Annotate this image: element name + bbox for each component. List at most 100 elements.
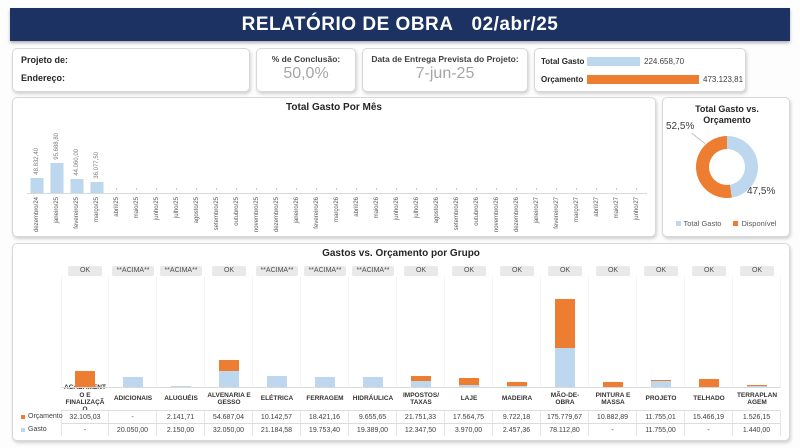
orcamento-value-cell: 54.687,04 — [205, 410, 253, 423]
stacked-bar-restante-segment — [458, 378, 479, 385]
monthly-chart-title: Total Gasto Por Mês — [286, 102, 382, 113]
monthly-axis: dezembro/24 janeiro/25 fevereiro/25 março/2… — [27, 195, 647, 237]
status-badge-row: **ACIMA** — [157, 264, 205, 277]
month-value-label: - — [594, 188, 600, 190]
stacked-bar — [458, 378, 479, 387]
status-badge: OK — [548, 265, 582, 276]
group-column: OK TELHADO 15.466,19- — [685, 264, 733, 436]
status-badge-row: OK — [637, 264, 685, 277]
donut-chart-card: Total Gasto vs. Orçamento 52,5% 47,5% To… — [662, 97, 790, 237]
month-bar — [50, 163, 64, 193]
month-axis-label: junho/25 — [153, 197, 160, 221]
group-name-label: PROJETO — [645, 395, 677, 403]
month-value-label: - — [574, 188, 580, 190]
month-value-label: 95.688,80 — [54, 133, 60, 160]
month-axis-label: maio/27 — [614, 197, 620, 219]
orcamento-row-label: Orçamento — [28, 413, 63, 420]
orcamento-value-cell: 10.142,57 — [253, 410, 301, 423]
gasto-value-cell: - — [61, 423, 109, 436]
gasto-value-cell: 19.753,40 — [301, 423, 349, 436]
month-value-label: - — [114, 188, 120, 190]
month-axis-label: abril/25 — [114, 197, 120, 217]
month-value-label: 48.832,40 — [34, 148, 40, 175]
group-name-label: TELHADO — [693, 395, 725, 403]
status-badge: OK — [692, 265, 726, 276]
month-value-label: - — [394, 188, 400, 190]
status-badge: OK — [596, 265, 630, 276]
gasto-value-cell: 19.389,00 — [349, 423, 397, 436]
legend-item-disponivel: Disponível — [733, 219, 776, 228]
stacked-bar — [698, 379, 719, 387]
month-axis-label: julho/25 — [174, 197, 180, 219]
group-name-label: LAJE — [460, 395, 478, 403]
group-name-label: IMPOSTOS/ TAXAS — [403, 391, 439, 406]
group-column: **ACIMA** HIDRÁULICA 9.655,65 19.389,00 — [349, 264, 397, 436]
month-axis-label: maio/26 — [374, 197, 380, 219]
status-badge: **ACIMA** — [256, 265, 298, 276]
month-axis-label: dezembro/25 — [274, 197, 280, 233]
group-column: OK LAJE 17.564,75 3.970,00 — [445, 264, 493, 436]
group-column: OK PINTURA E MASSA 10.882,89- — [589, 264, 637, 436]
month-value-label: - — [614, 188, 620, 190]
group-plot-cell — [61, 277, 109, 388]
status-badge: OK — [644, 265, 678, 276]
stacked-bar — [122, 377, 143, 387]
group-column: OK PROJETO 11.755,01 11.755,00 — [637, 264, 685, 436]
group-plot-cell — [397, 277, 445, 388]
group-plot-cell — [205, 277, 253, 388]
month-value-label: - — [434, 188, 440, 190]
gasto-value-cell: 12.347,50 — [397, 423, 445, 436]
stacked-bar — [266, 376, 287, 387]
budget-row: Orçamento 473.123,81 — [541, 74, 743, 84]
group-name-label: ALVENARIA E GESSO — [207, 391, 251, 406]
status-badge-row: **ACIMA** — [109, 264, 157, 277]
report-date: 02/abr/25 — [471, 13, 559, 35]
group-plot-cell — [445, 277, 493, 388]
month-axis-label: abril/27 — [594, 197, 600, 217]
gasto-value-cell: 2.150,00 — [157, 423, 205, 436]
month-value-label: - — [534, 188, 540, 190]
stacked-bar-restante-segment — [554, 299, 575, 348]
month-axis-label: fevereiro/25 — [74, 197, 80, 229]
stacked-bar-gasto-segment — [266, 376, 287, 387]
gasto-value-cell: - — [589, 423, 637, 436]
month-value-label: - — [374, 188, 380, 190]
stacked-bar-restante-segment — [218, 360, 239, 371]
stacked-bar — [314, 377, 335, 387]
stacked-bar-restante-segment — [506, 382, 527, 386]
month-value-label: - — [274, 188, 280, 190]
row-label-gasto: Gasto — [21, 426, 47, 433]
orcamento-value-cell: 9.655,65 — [349, 410, 397, 423]
gasto-value-cell: 1.440,00 — [733, 423, 781, 436]
month-axis-label: setembro/26 — [453, 197, 460, 231]
monthly-chart-card: Total Gasto Por Mês 48.832,40 95.688,80 44… — [12, 97, 656, 237]
project-info-card: Projeto de: Endereço: — [12, 48, 250, 92]
group-plot-cell — [157, 277, 205, 388]
budget-bar — [587, 74, 699, 84]
month-value-label: - — [254, 188, 260, 190]
month-bar — [30, 178, 44, 193]
month-axis-label: dezembro/24 — [34, 197, 40, 233]
month-axis-label: março/25 — [94, 197, 100, 223]
month-value-label: - — [414, 188, 420, 190]
orcamento-value-cell: 18.421,16 — [301, 410, 349, 423]
month-value-label: - — [153, 188, 160, 190]
month-axis-label: março/27 — [574, 197, 580, 223]
group-column: OK IMPOSTOS/ TAXAS 21.751,33 12.347,50 — [397, 264, 445, 436]
donut-ring — [696, 136, 758, 198]
group-name-label: MÃO-DE-OBRA — [550, 391, 580, 406]
month-axis-label: outubro/25 — [234, 197, 240, 226]
orcamento-value-cell: 175.779,67 — [541, 410, 589, 423]
delivery-card: Data de Entrega Prevista do Projeto: 7-j… — [362, 48, 528, 92]
gasto-value-cell: 21.184,58 — [253, 423, 301, 436]
completion-card: % de Conclusão: 50,0% — [256, 48, 356, 92]
orcamento-value-cell: 32.105,03 — [61, 410, 109, 423]
stacked-bar-restante-segment — [746, 385, 767, 386]
delivery-value: 7-jun-25 — [415, 65, 475, 82]
status-badge: OK — [68, 265, 102, 276]
month-value-label: - — [214, 188, 220, 190]
status-badge-row: OK — [205, 264, 253, 277]
month-axis-label: agosto/25 — [194, 197, 200, 224]
group-plot-cell — [733, 277, 781, 388]
group-column: OK MÃO-DE-OBRA 175.779,67 78.112,80 — [541, 264, 589, 436]
